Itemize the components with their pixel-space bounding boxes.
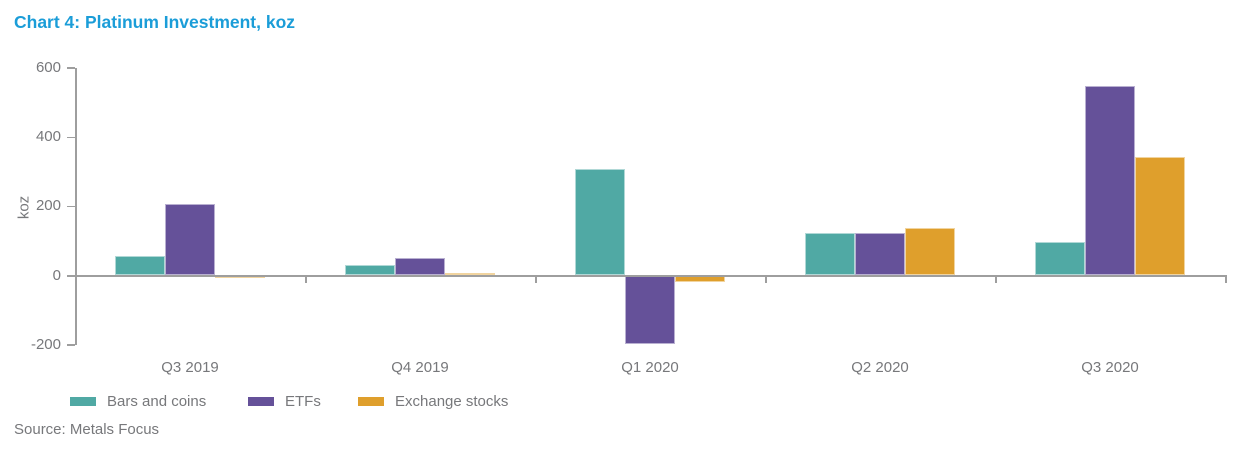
exchange-stocks-swatch xyxy=(358,397,384,406)
y-tick xyxy=(67,136,75,138)
y-tick-label: 200 xyxy=(35,197,61,215)
category-label: Q3 2020 xyxy=(1081,359,1139,376)
legend-item-etfs: ETFs xyxy=(248,393,321,410)
source-caption: Source: Metals Focus xyxy=(14,421,160,438)
y-tick-label: -200 xyxy=(30,335,61,353)
bar xyxy=(445,273,495,276)
y-tick xyxy=(67,275,75,277)
x-tick xyxy=(1225,275,1227,283)
bar xyxy=(165,204,215,275)
x-tick xyxy=(305,275,307,283)
category-label: Q4 2019 xyxy=(391,359,449,376)
x-tick xyxy=(995,275,997,283)
category-label: Q2 2020 xyxy=(851,359,909,376)
y-tick-label: 600 xyxy=(35,58,61,76)
category-label: Q3 2019 xyxy=(161,359,219,376)
x-tick xyxy=(765,275,767,283)
legend-label: ETFs xyxy=(285,393,321,410)
bar xyxy=(855,232,905,275)
y-tick xyxy=(67,344,75,346)
y-tick-label: 400 xyxy=(35,128,61,145)
bar xyxy=(395,258,445,275)
bar xyxy=(1035,242,1085,275)
chart-title: Chart 4: Platinum Investment, koz xyxy=(14,12,296,32)
x-axis-line xyxy=(75,275,1225,277)
x-tick xyxy=(535,275,537,283)
etfs-swatch xyxy=(248,397,274,406)
bar xyxy=(805,233,855,275)
bar xyxy=(1135,157,1185,275)
legend-label: Bars and coins xyxy=(107,393,207,410)
y-tick xyxy=(67,205,75,208)
bar xyxy=(905,227,955,275)
legend-item-exchange-stocks: Exchange stocks xyxy=(358,393,508,410)
y-tick-label: 0 xyxy=(52,266,61,284)
bar xyxy=(345,264,395,275)
bars-and-coins-swatch xyxy=(70,397,96,406)
y-axis-line xyxy=(75,68,77,345)
legend-label: Exchange stocks xyxy=(395,393,509,410)
bar xyxy=(625,275,675,345)
legend-item-bars-and-coins: Bars and coins xyxy=(70,393,206,410)
y-tick xyxy=(67,67,75,69)
category-label: Q1 2020 xyxy=(621,359,679,376)
bar xyxy=(115,255,165,275)
bar xyxy=(575,169,625,275)
bar xyxy=(1085,86,1135,275)
